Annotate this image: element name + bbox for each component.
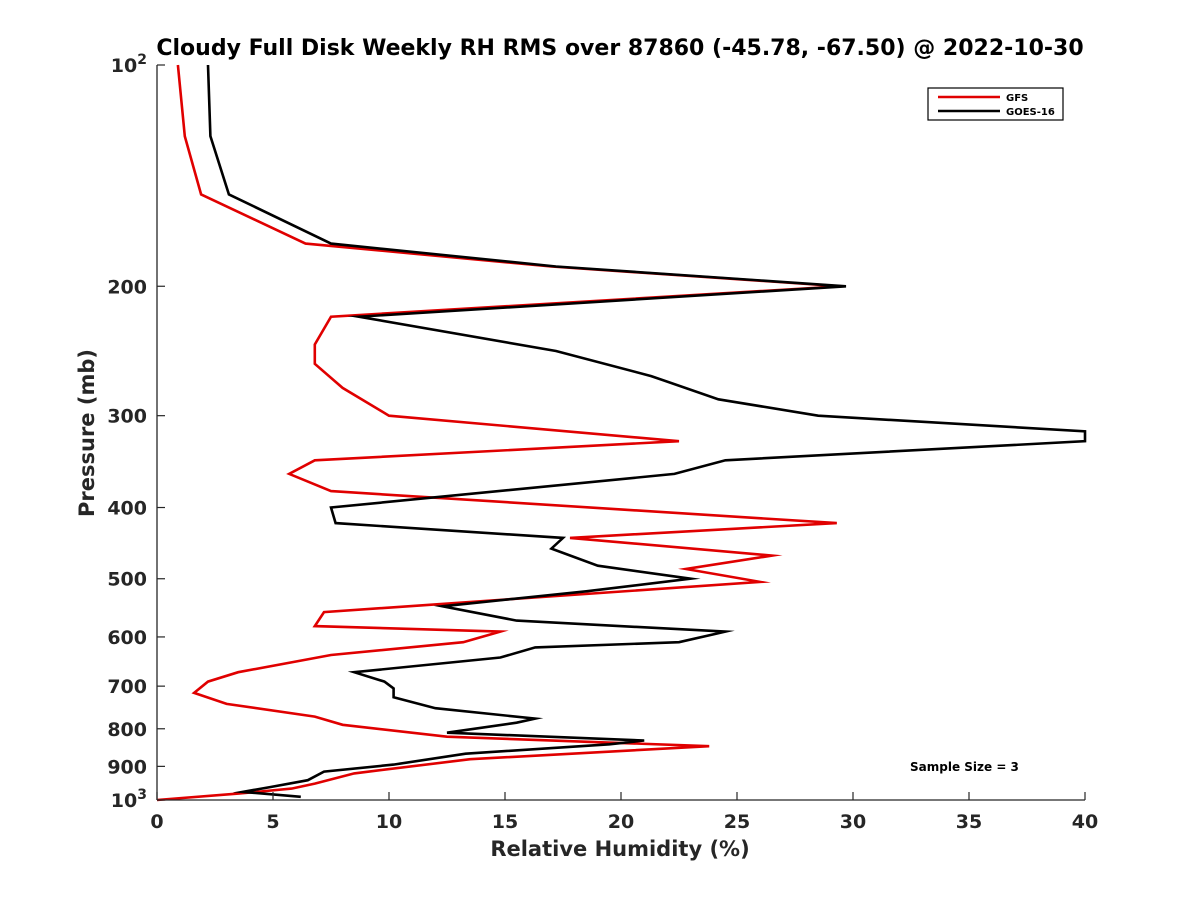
legend-label-goes-16: GOES-16 [1006,107,1055,118]
y-tick-label: 900 [107,756,147,778]
y-tick-label: 200 [107,276,147,298]
x-tick-label: 35 [956,811,982,833]
y-tick-label: 500 [107,569,147,591]
legend-box [927,87,1064,121]
legend: GFS GOES-16 [927,87,1064,121]
y-tick-label: 700 [107,676,147,698]
plot-area: 0 5 10 15 20 25 30 35 40 102 200 300 400 500 600 700 800… [107,52,1098,833]
x-tick-label: 20 [608,811,634,833]
x-tick-label: 25 [724,811,750,833]
x-tick-label: 15 [492,811,518,833]
y-axis-label: Pressure (mb) [75,349,99,517]
x-tick-label: 5 [266,811,279,833]
y-tick-label: 300 [107,406,147,428]
y-tick-label: 600 [107,627,147,649]
y-tick-label: 102 [111,52,147,77]
x-tick-label: 40 [1072,811,1098,833]
sample-size-annotation: Sample Size = 3 [910,760,1019,774]
chart-title: Cloudy Full Disk Weekly RH RMS over 8786… [156,36,1083,61]
y-tick-label: 800 [107,719,147,741]
x-tick-label: 0 [150,811,163,833]
x-tick-label: 30 [840,811,866,833]
x-axis-label: Relative Humidity (%) [490,837,749,861]
legend-label-gfs: GFS [1006,93,1028,104]
y-tick-label: 400 [107,498,147,520]
series-line-goes-16 [206,64,1087,799]
x-tick-label: 10 [376,811,402,833]
